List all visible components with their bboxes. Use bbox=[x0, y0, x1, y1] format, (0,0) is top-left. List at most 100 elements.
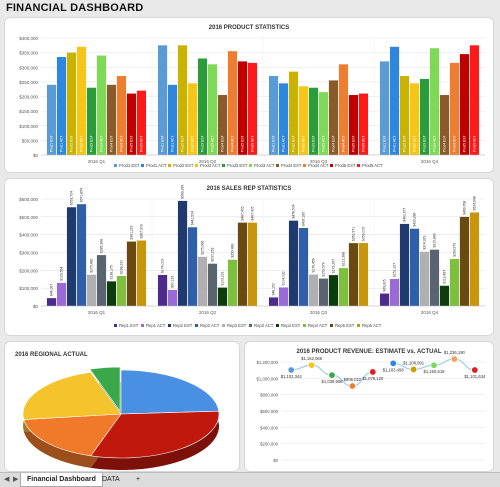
bar bbox=[217, 287, 228, 306]
bar bbox=[66, 207, 77, 306]
legend-swatch bbox=[276, 164, 279, 167]
legend-swatch bbox=[357, 324, 360, 327]
y-tick-label: $250,000 bbox=[19, 80, 38, 85]
data-label: $433,286 bbox=[412, 212, 416, 226]
y-tick-label: $300,000 bbox=[19, 251, 38, 256]
legend-swatch bbox=[168, 164, 171, 167]
bar bbox=[358, 93, 369, 155]
bar bbox=[389, 279, 400, 306]
data-label: $1,183,498 bbox=[383, 367, 405, 372]
pie-slice bbox=[89, 366, 121, 412]
bar-label: Prod5 EST bbox=[129, 135, 133, 152]
legend-swatch bbox=[114, 324, 117, 327]
bar-label: Prod1 ACT bbox=[59, 135, 63, 152]
data-label: $176,456 bbox=[311, 258, 315, 272]
data-label: $263,972 bbox=[452, 243, 456, 257]
bar bbox=[429, 48, 440, 155]
bar bbox=[439, 95, 450, 155]
legend-swatch bbox=[222, 324, 225, 327]
bar bbox=[66, 52, 77, 155]
legend-label: Rep2 ACT bbox=[200, 323, 220, 328]
bar bbox=[136, 90, 147, 155]
bar-label: Prod4 EST bbox=[442, 135, 446, 152]
legend-swatch bbox=[195, 324, 198, 327]
data-point bbox=[430, 361, 438, 369]
data-label: $1,236,190 bbox=[444, 350, 466, 355]
data-label: $285,368 bbox=[99, 239, 103, 253]
data-label: $129,554 bbox=[59, 267, 63, 281]
legend-label: Prod5 EST bbox=[335, 163, 356, 168]
add-sheet-button[interactable]: + bbox=[136, 476, 141, 483]
legend-swatch bbox=[249, 324, 252, 327]
legend-label: Rep3 ACT bbox=[254, 323, 274, 328]
tab-scroll-right-icon[interactable]: ▶ bbox=[13, 476, 19, 483]
bar-label: Prod2 ACT bbox=[301, 135, 305, 152]
bar bbox=[338, 268, 349, 306]
product-statistics-chart: 2016 PRODUCT STATISTICS $0 $50,000 $100,000… bbox=[19, 25, 485, 168]
legend-swatch bbox=[141, 164, 144, 167]
y-tick-label: $0 bbox=[33, 153, 39, 158]
y-tick-label: $350,000 bbox=[19, 51, 38, 56]
product-revenue-chart: 2016 PRODUCT REVENUE: ESTIMATE vs. ACTUA… bbox=[256, 349, 486, 463]
bar bbox=[409, 228, 420, 306]
bar bbox=[439, 285, 450, 306]
product-revenue-panel: 2016 PRODUCT REVENUE: ESTIMATE vs. ACTUA… bbox=[244, 341, 494, 472]
legend-swatch bbox=[141, 324, 144, 327]
bar bbox=[298, 228, 309, 306]
legend-label: Prod4 EST bbox=[281, 163, 302, 168]
bar bbox=[419, 251, 430, 306]
x-tick-label: 2016 Q2 bbox=[199, 310, 217, 315]
data-label: $906,022 bbox=[344, 377, 362, 382]
sales-rep-statistics-panel: 2016 SALES REP STATISTICS $0 $100,000 $200,… bbox=[4, 178, 494, 336]
data-label: $524,648 bbox=[472, 196, 476, 210]
bar bbox=[399, 223, 410, 306]
x-tick-label: 2016 Q4 bbox=[421, 159, 439, 164]
y-tick-label: $0 bbox=[273, 458, 278, 463]
y-tick-label: $200,000 bbox=[260, 442, 279, 447]
bar-label: Prod5 EST bbox=[462, 135, 466, 152]
bar-label: Prod2 EST bbox=[69, 135, 73, 152]
bar bbox=[328, 80, 339, 155]
data-label: $1,101,634 bbox=[464, 374, 486, 379]
data-label: $467,405 bbox=[250, 206, 254, 220]
y-tick-label: $0 bbox=[33, 304, 39, 309]
tab-data[interactable]: DATA bbox=[102, 476, 120, 483]
data-label: $1,078,120 bbox=[362, 376, 384, 381]
bar bbox=[86, 274, 97, 306]
y-tick-label: $150,000 bbox=[19, 109, 38, 114]
bar bbox=[459, 54, 470, 155]
data-point bbox=[348, 382, 356, 390]
data-label: $361,223 bbox=[129, 225, 133, 239]
tab-scroll-left-icon[interactable]: ◀ bbox=[4, 476, 10, 483]
data-label: $367,309 bbox=[139, 224, 143, 238]
data-label: $153,579 bbox=[321, 262, 325, 276]
sales-rep-statistics-chart: 2016 SALES REP STATISTICS $0 $100,000 $200,… bbox=[19, 185, 485, 328]
data-label: $437,185 bbox=[301, 212, 305, 226]
legend-label: Prod3 ACT bbox=[254, 163, 275, 168]
bar bbox=[46, 84, 57, 155]
bar bbox=[247, 222, 258, 306]
bar-label: Prod1 EST bbox=[382, 135, 386, 152]
data-label: $1,038,908 bbox=[322, 379, 344, 384]
bar bbox=[167, 289, 178, 306]
page-title: FINANCIAL DASHBOARD bbox=[6, 2, 144, 14]
data-label: $259,483 bbox=[230, 243, 234, 257]
chart-title: 2016 PRODUCT STATISTICS bbox=[209, 25, 289, 31]
tab-financial-dashboard[interactable]: Financial Dashboard bbox=[20, 473, 103, 487]
bar bbox=[459, 216, 470, 306]
bar bbox=[268, 76, 279, 155]
data-point bbox=[369, 368, 377, 376]
legend-swatch bbox=[114, 164, 117, 167]
bar-label: Prod2 EST bbox=[402, 135, 406, 152]
legend-swatch bbox=[330, 324, 333, 327]
legend-swatch bbox=[168, 324, 171, 327]
pie-slice bbox=[120, 369, 220, 415]
data-label: $175,482 bbox=[89, 258, 93, 272]
bar bbox=[469, 45, 480, 155]
legend-label: Prod5 ACT bbox=[362, 163, 383, 168]
bar-label: Prod4 ACT bbox=[341, 135, 345, 152]
chart-title: 2016 SALES REP STATISTICS bbox=[207, 186, 292, 192]
y-tick-label: $300,000 bbox=[19, 65, 38, 70]
bar-label: Prod3 ACT bbox=[210, 135, 214, 152]
y-tick-label: $100,000 bbox=[19, 124, 38, 129]
